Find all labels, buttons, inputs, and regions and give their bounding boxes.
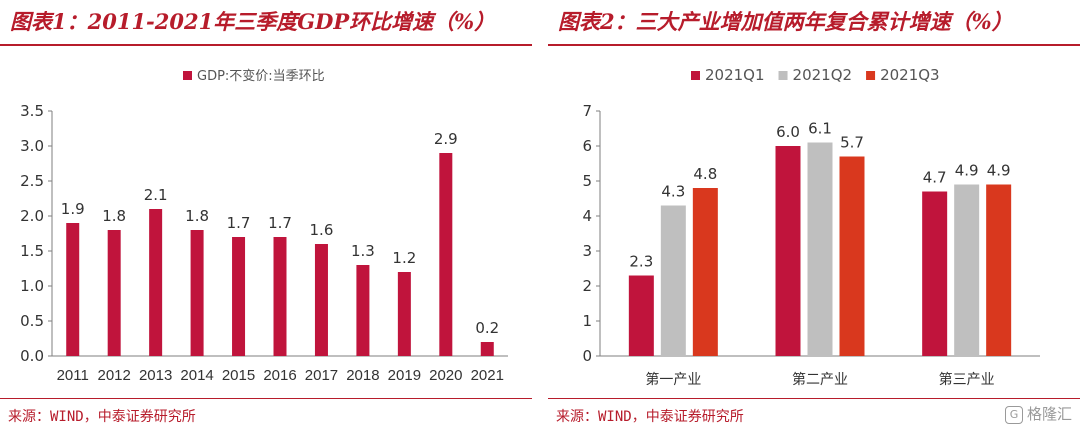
bar xyxy=(775,146,801,356)
data-label: 2.1 xyxy=(144,186,168,204)
source-note: 来源：WIND，中泰证券研究所 xyxy=(556,409,744,425)
legend-label: 2021Q3 xyxy=(880,66,940,84)
y-tick-label: 0 xyxy=(582,347,592,365)
bar xyxy=(439,153,453,356)
chart-title: 图表1：2011-2021年三季度GDP环比增速（%） xyxy=(10,9,496,34)
watermark: G 格隆汇 xyxy=(1004,403,1072,424)
y-tick-label: 0.0 xyxy=(20,347,44,365)
x-tick-label: 2019 xyxy=(388,367,421,384)
data-label: 4.3 xyxy=(661,183,685,201)
gelonghui-logo-icon: G xyxy=(1004,405,1023,424)
y-tick-label: 1.5 xyxy=(20,242,44,260)
y-tick-label: 3.0 xyxy=(20,137,44,155)
x-tick-label: 第二产业 xyxy=(792,371,848,388)
x-tick-label: 2017 xyxy=(305,367,338,384)
y-tick-label: 3 xyxy=(582,242,592,260)
legend-swatch xyxy=(778,71,788,80)
bar xyxy=(954,184,980,356)
x-tick-label: 2012 xyxy=(97,367,130,384)
bar xyxy=(628,275,654,356)
data-label: 1.3 xyxy=(351,242,375,260)
bar xyxy=(807,142,833,356)
source-note: 来源：WIND，中泰证券研究所 xyxy=(8,409,196,425)
legend-label: 2021Q2 xyxy=(793,66,853,84)
x-tick-label: 2011 xyxy=(57,367,89,384)
x-tick-label: 2013 xyxy=(139,367,172,384)
data-label: 1.9 xyxy=(61,200,85,218)
chart-panel-gdp: 图表1：2011-2021年三季度GDP环比增速（%） GDP:不变价:当季环比… xyxy=(0,0,532,431)
x-tick-label: 第三产业 xyxy=(939,371,995,388)
bar xyxy=(273,237,287,356)
legend-label: GDP:不变价:当季环比 xyxy=(197,68,325,84)
title-rule xyxy=(0,44,532,46)
data-label: 6.1 xyxy=(808,120,832,138)
bar xyxy=(922,191,948,356)
y-tick-label: 3.5 xyxy=(20,102,44,120)
x-tick-label: 2015 xyxy=(222,367,255,384)
bar xyxy=(480,342,494,356)
bar xyxy=(107,230,121,356)
data-label: 6.0 xyxy=(776,123,800,141)
source-rule xyxy=(0,398,532,399)
bar xyxy=(397,272,411,356)
y-tick-label: 6 xyxy=(582,137,592,155)
y-tick-label: 1 xyxy=(582,312,592,330)
legend-label: 2021Q1 xyxy=(705,66,765,84)
legend-swatch xyxy=(183,71,192,80)
bar xyxy=(692,188,718,356)
data-label: 1.7 xyxy=(227,214,251,232)
bar xyxy=(839,156,865,356)
bar xyxy=(149,209,163,356)
bar xyxy=(314,244,328,356)
data-label: 1.8 xyxy=(185,207,209,225)
bar xyxy=(66,223,80,356)
data-label: 4.7 xyxy=(923,169,947,187)
y-tick-label: 2.5 xyxy=(20,172,44,190)
x-tick-label: 2016 xyxy=(263,367,296,384)
y-tick-label: 2 xyxy=(582,277,592,295)
bar xyxy=(232,237,246,356)
data-label: 2.3 xyxy=(629,253,653,271)
data-label: 4.9 xyxy=(955,162,979,180)
y-tick-label: 2.0 xyxy=(20,207,44,225)
data-label: 1.7 xyxy=(268,214,292,232)
data-label: 1.2 xyxy=(392,249,416,267)
x-tick-label: 第一产业 xyxy=(645,371,701,388)
legend-swatch xyxy=(866,71,876,80)
bar xyxy=(986,184,1012,356)
y-tick-label: 7 xyxy=(582,102,592,120)
x-tick-label: 2021 xyxy=(471,367,504,384)
data-label: 1.6 xyxy=(310,221,334,239)
data-label: 5.7 xyxy=(840,134,864,152)
x-tick-label: 2020 xyxy=(429,367,462,384)
gdp-bar-chart: GDP:不变价:当季环比 0.0 0.5 1.0 1.5 2.0 2.5 3.0 3.5 1.9 2… xyxy=(20,68,508,384)
y-tick-label: 1.0 xyxy=(20,277,44,295)
data-label: 4.9 xyxy=(987,162,1011,180)
industry-bar-chart: 2021Q1 2021Q2 2021Q3 0 1 2 3 4 5 6 7 2.3 4.3 4.8 第一产业 6… xyxy=(582,66,1040,388)
x-tick-label: 2014 xyxy=(180,367,213,384)
bar xyxy=(356,265,370,356)
y-tick-label: 0.5 xyxy=(20,312,44,330)
bar xyxy=(190,230,204,356)
data-label: 2.9 xyxy=(434,130,458,148)
bar xyxy=(660,205,686,356)
watermark-text: 格隆汇 xyxy=(1026,405,1072,423)
y-tick-label: 4 xyxy=(582,207,592,225)
legend-swatch xyxy=(691,71,700,80)
title-rule xyxy=(548,44,1080,46)
data-label: 1.8 xyxy=(102,207,126,225)
x-tick-label: 2018 xyxy=(346,367,379,384)
chart-title: 图表2：三大产业增加值两年复合累计增速（%） xyxy=(558,9,1013,34)
data-label: 0.2 xyxy=(475,319,499,337)
source-rule xyxy=(548,398,1080,399)
y-tick-label: 5 xyxy=(582,172,592,190)
chart-panel-industry: 图表2：三大产业增加值两年复合累计增速（%） 2021Q1 2021Q2 2021Q… xyxy=(548,0,1080,431)
data-label: 4.8 xyxy=(693,165,717,183)
